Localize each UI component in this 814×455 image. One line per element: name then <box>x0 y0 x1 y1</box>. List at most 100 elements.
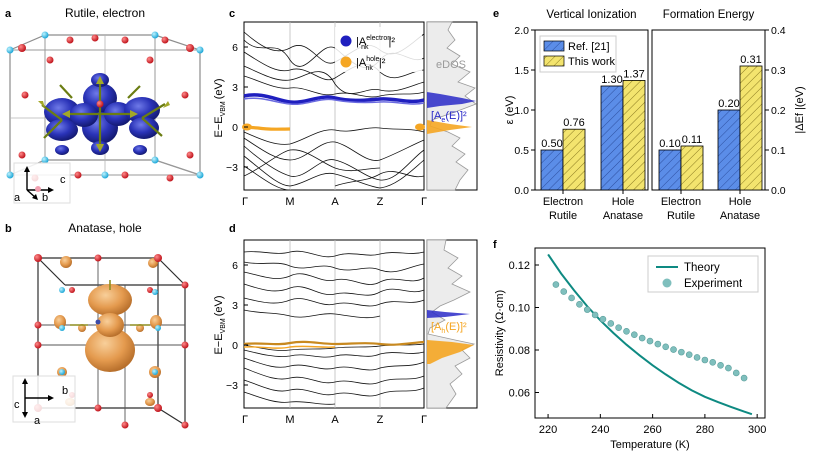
ytick-label-f: 0.06 <box>509 388 530 400</box>
axis-label-c-b: c <box>14 399 20 411</box>
experiment-point <box>717 361 724 369</box>
panel-letter-f: f <box>493 239 497 251</box>
experiment-point <box>725 364 732 372</box>
svg-text:Γ: Γ <box>421 414 427 426</box>
bar <box>622 80 646 191</box>
anatase-structure-illustration <box>34 254 189 429</box>
ytick-right-label: 0.2 <box>771 105 786 117</box>
legend-experiment-label: Experiment <box>684 278 743 290</box>
xtick-label-line2: Rutile <box>549 210 577 222</box>
axis-label-a-a: a <box>14 192 21 204</box>
crystal-axes-b <box>12 375 76 423</box>
experiment-point <box>583 306 591 313</box>
xtick-label-line1: Hole <box>612 196 635 208</box>
ytick-right-label: 0.3 <box>771 65 786 77</box>
panel-d: d <box>213 223 478 426</box>
bar <box>680 145 704 191</box>
svg-text:M: M <box>285 196 294 208</box>
dos-c <box>426 21 478 191</box>
panel-a: a Rutile, electron <box>5 6 204 204</box>
ytick-label-f: 0.08 <box>509 345 530 357</box>
legend-swatch <box>543 55 565 67</box>
panel-letter-b: b <box>5 223 12 235</box>
experiment-point <box>623 327 630 335</box>
svg-text:−3: −3 <box>226 380 238 392</box>
experiment-point <box>552 281 560 288</box>
panel-letter-e: e <box>493 8 499 20</box>
svg-text:M: M <box>285 414 294 426</box>
ytick-label-f: 0.12 <box>509 260 530 272</box>
axis-label-b-b: b <box>62 385 68 397</box>
legend-hole: |Ahole nk |² <box>356 56 386 72</box>
xtick-label-line2: Rutile <box>667 210 695 222</box>
weight-label-d: [Ah(E)]² <box>431 321 467 335</box>
xtick-label-line2: Anatase <box>720 210 760 222</box>
xtick-label-line1: Electron <box>543 196 583 208</box>
panel-letter-c: c <box>229 8 235 20</box>
legend-label: This work <box>568 56 616 68</box>
kpoints-d: Γ M A Z Γ <box>242 414 427 426</box>
experiment-point <box>654 340 662 348</box>
experiment-point <box>576 301 583 308</box>
svg-text:6: 6 <box>232 260 238 272</box>
panel-a-title: Rutile, electron <box>65 6 145 20</box>
weight-label-c: [Ae(E)]² <box>431 110 467 124</box>
experiment-point <box>685 351 693 358</box>
bar-value-label: 1.30 <box>601 74 622 86</box>
ytick-left-label: 1.5 <box>514 65 529 77</box>
bar-value-label: 0.20 <box>718 98 739 110</box>
yticks-d: 6 3 0 −3 <box>226 260 238 392</box>
svg-text:Γ: Γ <box>421 196 427 208</box>
svg-text:−3: −3 <box>226 162 238 174</box>
xlabel-f: Temperature (K) <box>610 439 689 451</box>
legend-electron: |Aelectron nk |² <box>356 35 395 51</box>
bar-value-label: 0.50 <box>541 138 562 150</box>
bar <box>600 85 624 191</box>
experiment-point <box>615 324 622 331</box>
yticks-c: 6 3 0 −3 <box>226 42 238 174</box>
experiment-point <box>732 369 740 377</box>
experiment-point <box>631 331 638 339</box>
experiment-point <box>740 374 748 382</box>
xtick-label-f: 300 <box>748 424 766 436</box>
svg-text:3: 3 <box>232 82 238 94</box>
xtick-label-f: 220 <box>539 424 557 436</box>
edos-label: eDOS <box>436 59 466 71</box>
ytick-right-label: 0.4 <box>771 25 786 37</box>
bar <box>540 149 564 191</box>
experiment-point <box>591 311 599 319</box>
ytick-left-label: 2.0 <box>514 25 529 37</box>
bar <box>717 109 741 191</box>
bar-value-label: 1.37 <box>623 68 644 80</box>
ytick-left-label: 1.0 <box>514 105 529 117</box>
experiment-point <box>670 346 677 353</box>
crystal-axes-a <box>13 162 71 204</box>
experiment-point <box>638 334 646 342</box>
bar-value-label: 0.76 <box>563 117 584 129</box>
experiment-point <box>568 294 575 302</box>
panel-letter-a: a <box>5 8 12 20</box>
bar <box>658 149 682 191</box>
panel-c: c <box>213 8 478 208</box>
svg-text:3: 3 <box>232 300 238 312</box>
experiment-point <box>678 348 685 356</box>
theory-line <box>547 253 753 416</box>
bar-value-label: 0.10 <box>659 138 680 150</box>
experiment-point <box>599 315 607 323</box>
axis-label-a-b: a <box>34 415 41 427</box>
xtick-label-line2: Anatase <box>603 210 643 222</box>
legend-label: Ref. [21] <box>568 41 610 53</box>
kpoints-c: Γ M A Z Γ <box>242 196 427 208</box>
panel-f: f 220 240 260 280 300 0.06 0.08 0.10 0.12 Tempera… <box>493 239 766 451</box>
xtick-label-line1: Electron <box>661 196 701 208</box>
experiment-point <box>693 354 701 361</box>
ytick-right-label: 0.0 <box>771 185 786 197</box>
ylabel-d: E−EVBM(eV) <box>213 295 227 354</box>
dos-d <box>426 239 478 409</box>
xtick-label-f: 240 <box>591 424 609 436</box>
xtick-label-f: 280 <box>696 424 714 436</box>
rutile-structure-illustration <box>6 31 204 182</box>
bar-value-label: 0.11 <box>682 134 703 146</box>
legend-swatch <box>543 40 565 52</box>
svg-text:A: A <box>331 196 339 208</box>
